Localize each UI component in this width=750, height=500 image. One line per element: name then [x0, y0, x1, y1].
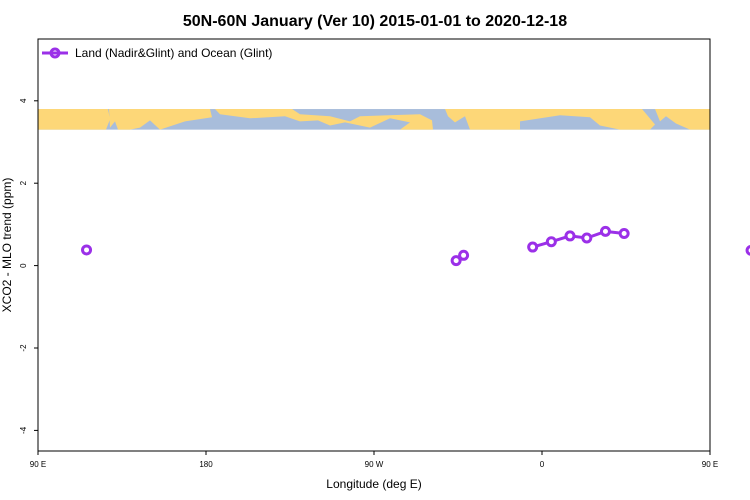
world-map-strip: [38, 109, 710, 130]
y-axis-label: XCO2 - MLO trend (ppm): [0, 178, 14, 313]
map-land-1: [109, 109, 212, 130]
y-axis: 4 2 0 -2 -4: [19, 98, 38, 434]
y-tick-label: 0: [19, 263, 28, 268]
data-point: [527, 241, 539, 253]
data-point: [618, 227, 630, 239]
x-tick-label: 90 E: [30, 460, 46, 469]
map-land-2: [215, 109, 433, 130]
series-layer: [81, 225, 750, 267]
y-tick-label: -4: [19, 426, 28, 434]
x-tick-label: 0: [540, 460, 545, 469]
x-tick-label: 90 W: [365, 460, 384, 469]
map-land-4: [655, 109, 710, 130]
x-tick-label: 90 E: [702, 460, 718, 469]
x-axis-label: Longitude (deg E): [326, 477, 421, 491]
y-tick-label: 2: [19, 180, 28, 185]
data-point: [81, 244, 93, 256]
data-point: [581, 232, 593, 244]
legend: Land (Nadir&Glint) and Ocean (Glint): [42, 46, 272, 60]
chart-title: 50N-60N January (Ver 10) 2015-01-01 to 2…: [183, 13, 567, 30]
y-tick-label: 4: [19, 98, 28, 103]
legend-marker: [49, 47, 61, 59]
data-point: [450, 255, 462, 267]
plot-frame: [37, 38, 711, 452]
data-point: [599, 225, 611, 237]
map-land-0: [38, 109, 110, 130]
data-point: [745, 244, 750, 256]
data-point: [564, 230, 576, 242]
legend-label: Land (Nadir&Glint) and Ocean (Glint): [75, 46, 272, 60]
x-tick-label: 180: [199, 460, 213, 469]
data-point: [458, 249, 470, 261]
data-point: [545, 236, 557, 248]
map-land-3: [445, 109, 655, 130]
y-tick-label: -2: [19, 344, 28, 352]
